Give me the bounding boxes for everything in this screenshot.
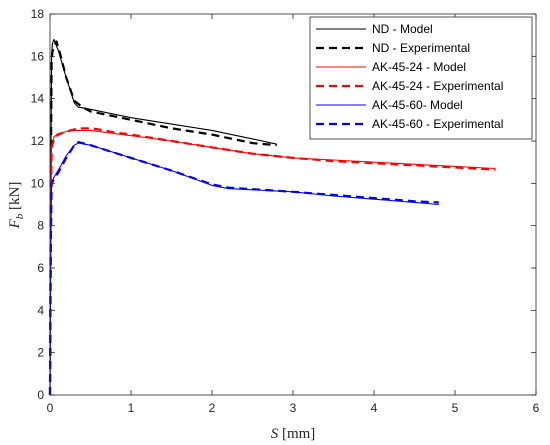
y-tick-label: 10: [31, 176, 45, 190]
legend-label-4: AK-45-24 - Experimental: [372, 79, 503, 93]
legend-label-2: ND - Experimental: [372, 41, 470, 55]
x-axis-title: S [mm]: [271, 426, 316, 442]
x-tick-label: 1: [128, 401, 135, 415]
y-axis-subscript: b: [14, 213, 26, 219]
y-tick-label: 16: [31, 49, 45, 63]
series-line-6: [48, 141, 439, 396]
x-tick-label: 3: [290, 401, 297, 415]
legend: ND - Model ND - Experimental AK-45-24 - Mo…: [309, 16, 533, 140]
legend-label-6: AK-45-60 - Experimental: [372, 117, 503, 131]
y-tick-label: 8: [37, 219, 44, 233]
legend-items: ND - Model ND - Experimental AK-45-24 - Mo…: [316, 22, 503, 131]
x-tick-label: 4: [371, 401, 378, 415]
series-line-5: [49, 142, 439, 396]
legend-box: [309, 16, 533, 140]
x-tick-label: 5: [452, 401, 459, 415]
y-tick-label: 6: [37, 261, 44, 275]
y-axis-unit: [kN]: [7, 182, 23, 214]
y-tick-label: 12: [31, 134, 45, 148]
x-tick-label: 2: [209, 401, 216, 415]
x-axis-symbol: S: [271, 426, 279, 442]
y-tick-label: 4: [37, 303, 44, 317]
y-axis-symbol: F: [7, 218, 23, 229]
y-tick-label: 2: [37, 346, 44, 360]
y-tick-label: 14: [31, 92, 45, 106]
legend-label-5: AK-45-60- Model: [372, 98, 463, 112]
y-tick-label: 0: [37, 388, 44, 402]
x-axis-unit: [mm]: [278, 426, 315, 442]
y-tick-label: 18: [31, 7, 45, 21]
x-tick-label: 6: [533, 401, 540, 415]
legend-label-3: AK-45-24 - Model: [372, 60, 466, 74]
y-axis-title: Fb [kN]: [7, 182, 26, 230]
x-tick-label: 0: [47, 401, 54, 415]
legend-label-1: ND - Model: [372, 22, 433, 36]
